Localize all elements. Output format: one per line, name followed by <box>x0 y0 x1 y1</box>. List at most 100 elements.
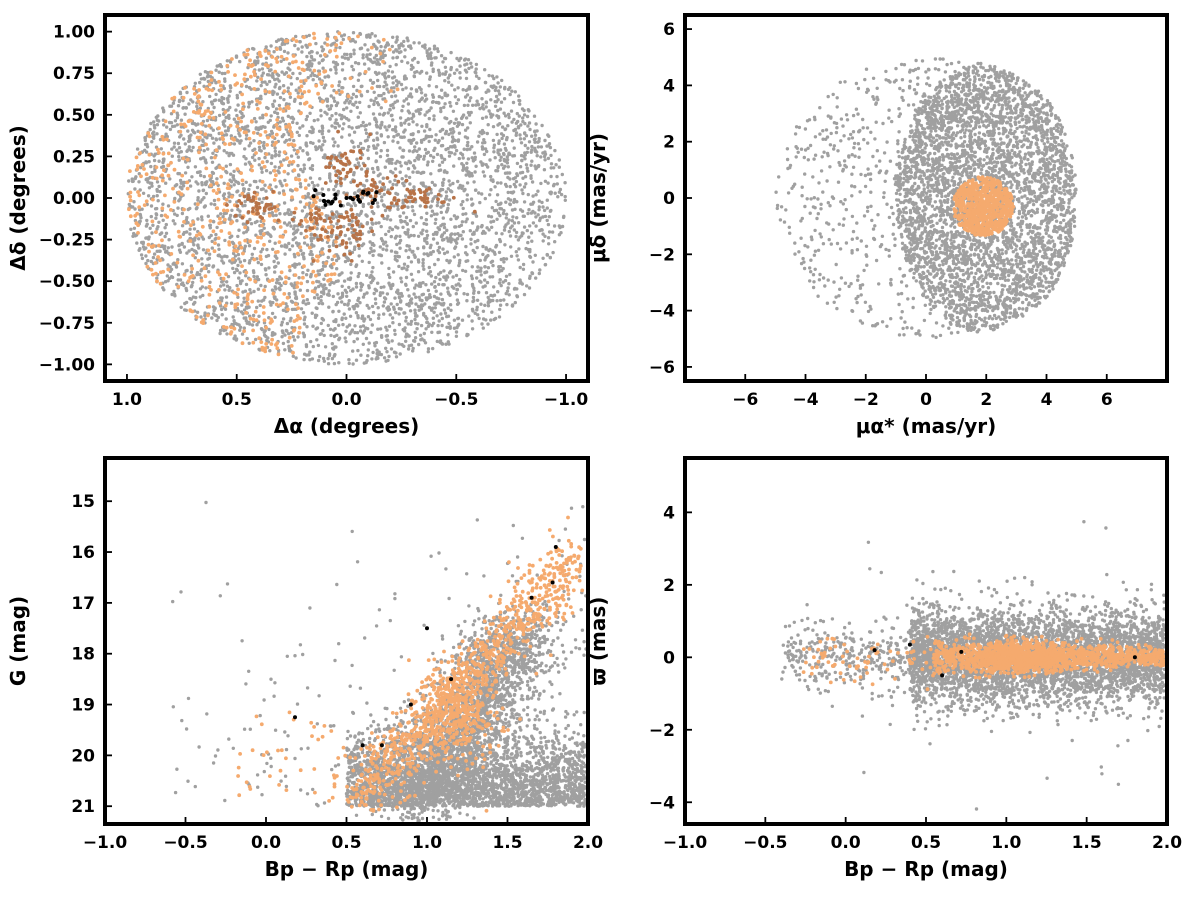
field-star-point <box>286 66 290 70</box>
field-star-point <box>471 103 475 108</box>
field-star-point <box>503 243 507 247</box>
field-star-point <box>298 40 302 44</box>
field-star-point <box>337 273 341 277</box>
field-star-point <box>189 98 193 102</box>
field-star-point <box>291 71 295 76</box>
field-star-point <box>452 71 457 76</box>
field-star-point <box>368 78 373 83</box>
field-star-point <box>278 160 283 164</box>
member-light-point <box>307 89 311 94</box>
member-light-point <box>240 341 245 346</box>
field-star-point <box>189 285 194 289</box>
field-star-point <box>211 180 215 184</box>
member-light-point <box>208 219 213 223</box>
field-star-point <box>269 234 273 239</box>
field-star-point <box>503 182 508 187</box>
field-star-point <box>385 350 389 354</box>
field-star-point <box>214 138 219 142</box>
field-star-point <box>442 275 446 279</box>
field-star-point <box>311 236 316 240</box>
field-star-point <box>435 241 440 245</box>
field-star-point <box>278 275 282 279</box>
field-star-point <box>324 83 328 87</box>
field-star-point <box>302 163 306 167</box>
field-star-point <box>402 344 406 348</box>
field-star-point <box>367 67 371 71</box>
field-star-point <box>235 93 239 98</box>
member-brown-point <box>396 179 401 184</box>
field-star-point <box>473 155 477 159</box>
field-star-point <box>521 262 526 267</box>
field-star-point <box>533 140 537 144</box>
member-light-point <box>292 319 297 323</box>
field-star-point <box>499 132 504 136</box>
field-star-point <box>461 156 465 160</box>
field-star-point <box>145 218 149 223</box>
field-star-point <box>175 213 179 218</box>
field-star-point <box>390 44 394 49</box>
field-star-point <box>199 269 203 273</box>
member-light-point <box>311 280 315 285</box>
member-light-point <box>202 112 207 116</box>
field-star-point <box>488 247 492 252</box>
field-star-point <box>390 94 394 99</box>
member-brown-point <box>368 194 373 199</box>
field-star-point <box>524 134 529 138</box>
member-light-point <box>181 95 186 100</box>
field-star-point <box>375 201 380 205</box>
field-star-point <box>281 331 285 335</box>
member-brown-point <box>308 216 313 221</box>
member-light-point <box>274 56 279 61</box>
field-star-point <box>526 108 530 112</box>
field-star-point <box>470 307 475 311</box>
member-light-point <box>263 48 268 53</box>
member-light-point <box>297 177 302 182</box>
field-star-point <box>330 124 334 128</box>
field-star-point <box>179 181 183 185</box>
field-star-point <box>350 96 354 100</box>
field-star-point <box>175 148 179 152</box>
field-star-point <box>201 100 205 104</box>
field-star-point <box>471 232 475 236</box>
member-light-point <box>128 190 133 195</box>
field-star-point <box>480 97 484 101</box>
field-star-point <box>286 172 290 176</box>
member-light-point <box>260 348 265 352</box>
field-star-point <box>475 245 479 250</box>
field-star-point <box>491 138 496 143</box>
field-star-point <box>223 77 227 81</box>
member-light-point <box>136 190 140 194</box>
field-star-point <box>202 156 206 160</box>
member-light-point <box>330 84 334 88</box>
field-star-point <box>305 298 309 302</box>
field-star-point <box>228 199 232 204</box>
member-light-point <box>258 257 263 261</box>
field-star-point <box>196 217 200 221</box>
field-star-point <box>321 356 326 361</box>
field-star-point <box>291 263 295 268</box>
field-star-point <box>157 159 161 163</box>
field-star-point <box>183 142 187 146</box>
field-star-point <box>387 125 391 129</box>
field-star-point <box>511 100 516 105</box>
field-star-point <box>179 282 184 286</box>
field-star-point <box>376 204 380 209</box>
member-brown-point <box>326 235 330 239</box>
field-star-point <box>185 230 189 234</box>
field-star-point <box>305 288 310 293</box>
field-star-point <box>299 185 303 189</box>
field-star-point <box>495 75 499 79</box>
field-star-point <box>267 79 272 84</box>
field-star-point <box>518 137 523 141</box>
member-light-point <box>137 193 142 198</box>
member-light-point <box>245 301 250 306</box>
field-star-point <box>538 268 542 272</box>
member-light-point <box>279 270 284 275</box>
field-star-point <box>379 44 383 49</box>
field-star-point <box>256 287 261 291</box>
field-star-point <box>527 208 531 212</box>
field-star-point <box>316 183 320 187</box>
field-star-point <box>513 90 517 94</box>
field-star-point <box>161 202 165 206</box>
field-star-point <box>133 207 137 211</box>
